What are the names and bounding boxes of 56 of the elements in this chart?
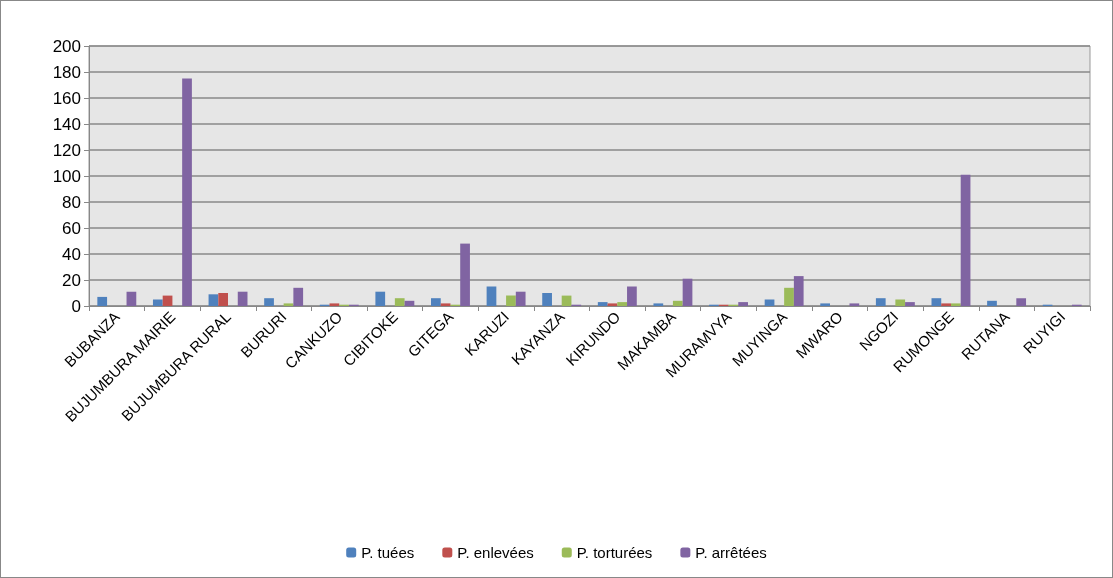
bar — [653, 303, 664, 306]
bar — [820, 303, 831, 306]
bar — [950, 303, 961, 306]
bar — [218, 293, 229, 306]
bar — [283, 303, 294, 306]
bar — [293, 287, 304, 306]
bar — [905, 302, 915, 306]
bar — [542, 293, 552, 306]
legend-label: P. arrêtées — [695, 544, 767, 561]
bar — [682, 278, 693, 306]
bar — [375, 291, 386, 306]
y-tick-label: 80 — [62, 192, 81, 212]
legend-label: P. tuées — [361, 544, 415, 561]
y-tick-label: 120 — [52, 140, 81, 160]
y-tick-label: 60 — [62, 218, 81, 238]
legend-label: P. torturées — [576, 544, 653, 561]
bar — [627, 286, 637, 306]
bar — [506, 295, 516, 306]
bar — [672, 300, 683, 306]
bar — [607, 303, 618, 306]
bar — [515, 291, 526, 306]
y-tick-label: 140 — [52, 114, 81, 134]
bar — [126, 291, 137, 306]
bar — [987, 300, 997, 306]
y-tick-label: 20 — [62, 270, 81, 290]
bar — [793, 276, 804, 306]
bar — [460, 243, 470, 306]
bar — [237, 291, 248, 306]
y-tick-label: 160 — [52, 88, 81, 108]
bar — [849, 303, 860, 306]
y-tick-label: 0 — [71, 296, 81, 316]
bar — [895, 299, 906, 306]
bar — [597, 302, 608, 306]
y-tick-label: 100 — [52, 166, 81, 186]
bar — [784, 287, 794, 306]
bar — [960, 174, 971, 306]
bar — [264, 298, 274, 306]
bar — [394, 298, 405, 306]
y-tick-label: 180 — [52, 62, 81, 82]
bar — [440, 303, 451, 306]
bar — [1016, 298, 1027, 306]
bar — [738, 302, 748, 306]
bar — [486, 286, 497, 306]
y-tick-label: 200 — [52, 36, 81, 56]
legend-label: P. enlevées — [457, 544, 534, 561]
y-tick-label: 40 — [62, 244, 81, 264]
bar — [152, 299, 163, 306]
bar — [208, 294, 219, 306]
bar — [431, 298, 441, 306]
bar — [941, 303, 951, 306]
bar — [329, 303, 340, 306]
bar — [182, 78, 192, 306]
bar — [97, 296, 108, 306]
bar — [617, 302, 628, 306]
bar — [875, 298, 886, 306]
bar — [931, 298, 942, 306]
